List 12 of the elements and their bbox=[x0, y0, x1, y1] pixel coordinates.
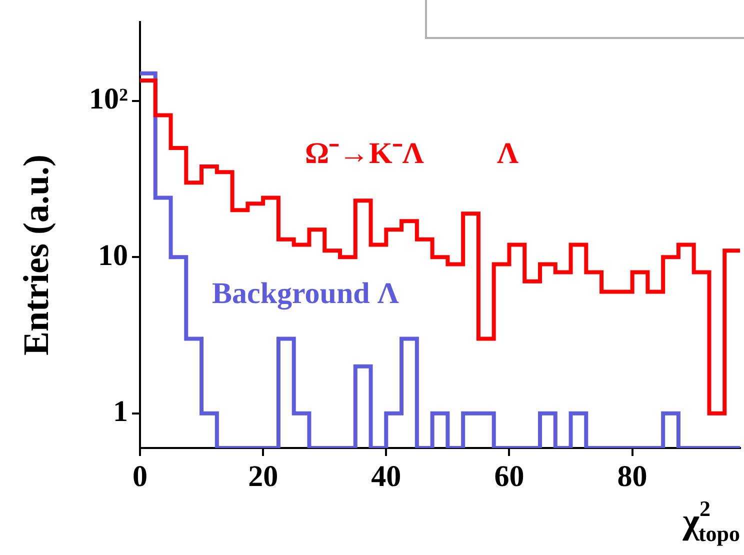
y-tick-label: 10 bbox=[98, 238, 128, 272]
y-tick-label: 1 bbox=[113, 395, 128, 428]
y-tick-label: 10² bbox=[89, 82, 128, 116]
x-tick-label: 80 bbox=[617, 460, 648, 493]
x-tick-label: 60 bbox=[494, 460, 524, 493]
x-tick-label: 0 bbox=[132, 460, 148, 493]
x-tick-label: 20 bbox=[248, 460, 278, 493]
x-tick-label: 40 bbox=[371, 460, 402, 493]
series-label: Background Λ bbox=[212, 276, 400, 310]
annotation: Λ bbox=[497, 136, 519, 170]
series-label: Ω⁻→K⁻Λ bbox=[305, 136, 424, 170]
y-axis-title: Entries (a.u.) bbox=[15, 154, 57, 356]
